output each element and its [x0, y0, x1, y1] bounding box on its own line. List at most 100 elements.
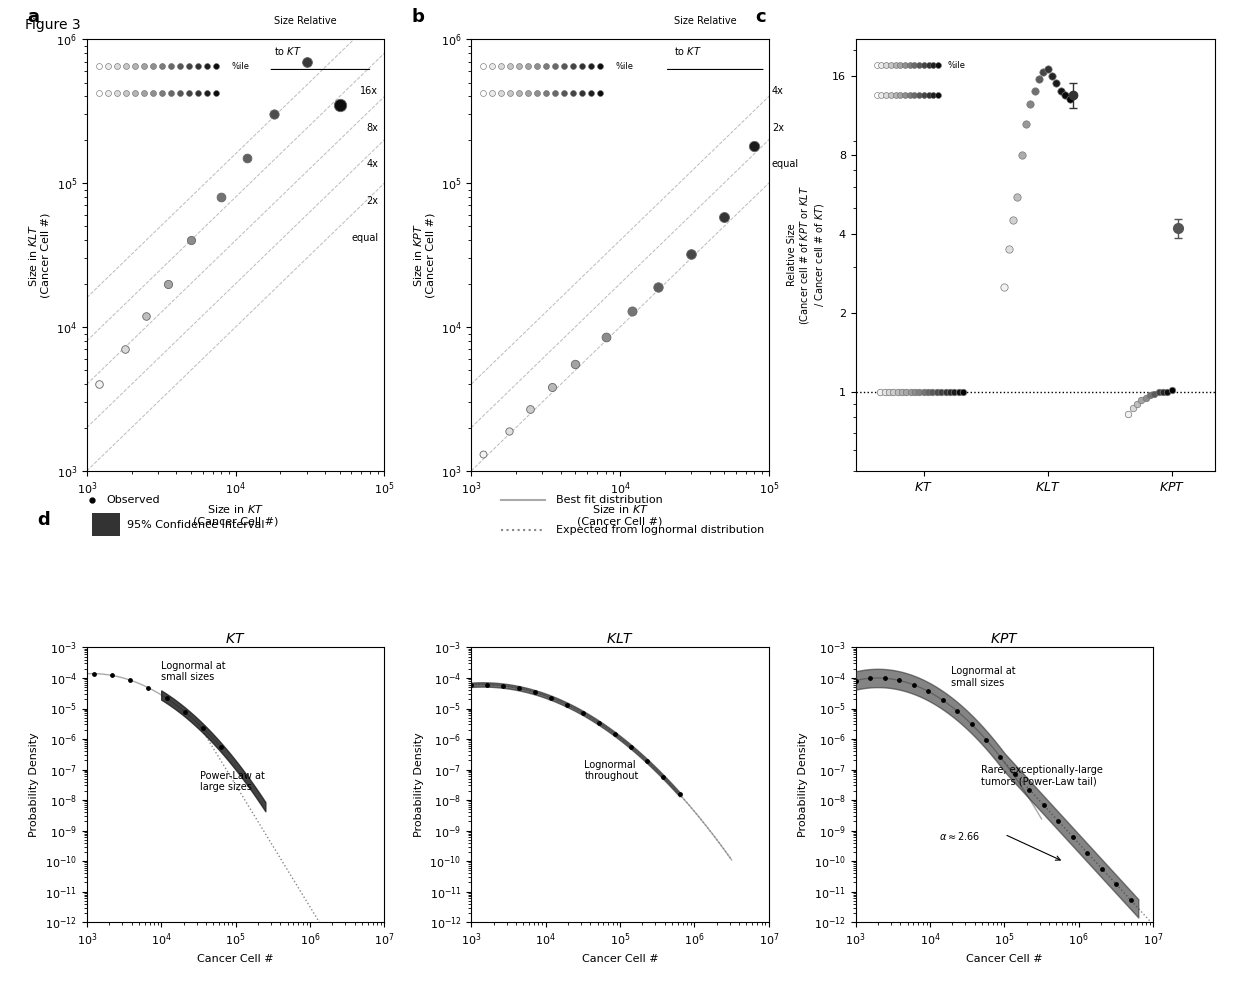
Point [120, 672, 140, 688]
Point [909, 58, 929, 74]
Text: Lognormal at
small sizes: Lognormal at small sizes [161, 661, 226, 683]
Point [1029, 72, 1049, 87]
Point [1034, 64, 1054, 79]
Point [940, 384, 960, 399]
Point [1042, 68, 1061, 83]
Point [554, 58, 574, 74]
Point [582, 58, 601, 74]
Point [1078, 845, 1097, 860]
Point [474, 85, 494, 101]
Point [1024, 83, 1044, 99]
Point [621, 740, 641, 755]
Point [563, 58, 583, 74]
Point [500, 58, 520, 74]
Point [883, 384, 903, 399]
Text: d: d [37, 511, 50, 529]
Point [905, 384, 925, 399]
Text: %ile: %ile [947, 61, 966, 70]
Text: Observed: Observed [107, 495, 160, 505]
Text: %ile: %ile [231, 62, 249, 71]
Point [206, 85, 226, 101]
Point [880, 87, 900, 103]
Point [890, 87, 910, 103]
Point [565, 356, 585, 372]
Point [914, 58, 934, 74]
Point [542, 380, 562, 395]
Point [590, 58, 610, 74]
Text: 4x: 4x [367, 160, 378, 170]
Point [846, 673, 866, 689]
Text: 95% Confidence Interval: 95% Confidence Interval [128, 520, 264, 530]
Point [510, 58, 529, 74]
X-axis label: Cancer Cell #: Cancer Cell # [582, 954, 658, 964]
Point [926, 384, 947, 399]
Point [84, 666, 104, 682]
Point [879, 384, 899, 399]
Point [188, 58, 208, 74]
Point [179, 58, 198, 74]
Text: 4x: 4x [771, 86, 784, 96]
Text: Size Relative: Size Relative [673, 17, 737, 26]
X-axis label: Cancer Cell #: Cancer Cell # [966, 954, 1043, 964]
Point [999, 241, 1019, 257]
Point [1050, 83, 1070, 99]
X-axis label: Size in $KT$
(Cancer Cell #): Size in $KT$ (Cancer Cell #) [193, 502, 278, 527]
Text: 2x: 2x [367, 196, 378, 206]
Point [945, 384, 965, 399]
Point [589, 715, 609, 731]
Point [932, 693, 952, 708]
Y-axis label: Probability Density: Probability Density [30, 733, 40, 837]
Point [134, 58, 154, 74]
Point [542, 690, 562, 705]
Point [157, 276, 177, 291]
Point [1140, 387, 1159, 403]
Point [681, 246, 701, 262]
Text: Lognormal at
small sizes: Lognormal at small sizes [951, 666, 1016, 688]
Point [98, 85, 118, 101]
Y-axis label: Relative Size
(Cancer cell # of $KPT$ or $KLT$
/ Cancer cell # of $KT$): Relative Size (Cancer cell # of $KPT$ or… [786, 185, 826, 325]
Point [179, 85, 198, 101]
Point [151, 58, 171, 74]
Text: 2x: 2x [771, 123, 784, 132]
Point [526, 685, 546, 700]
Point [1012, 147, 1032, 163]
Point [151, 85, 171, 101]
Point [900, 58, 920, 74]
Point [510, 85, 529, 101]
Point [885, 58, 905, 74]
Point [1092, 860, 1112, 876]
Point [714, 209, 734, 225]
Point [1003, 213, 1023, 229]
Point [107, 58, 126, 74]
Point [1021, 96, 1040, 112]
Point [546, 85, 565, 101]
Point [590, 85, 610, 101]
Text: 8x: 8x [367, 123, 378, 132]
Point [1127, 396, 1147, 412]
Point [1158, 384, 1178, 399]
Text: equal: equal [351, 232, 378, 242]
Point [1007, 189, 1027, 205]
Y-axis label: Probability Density: Probability Density [799, 733, 808, 837]
Point [518, 58, 538, 74]
Point [573, 85, 593, 101]
Point [994, 280, 1014, 295]
Point [197, 58, 217, 74]
Point [510, 681, 529, 697]
Point [949, 384, 968, 399]
Point [474, 58, 494, 74]
Point [918, 684, 937, 699]
Text: 16x: 16x [361, 86, 378, 96]
Point [1047, 76, 1066, 91]
Point [909, 384, 930, 399]
Point [238, 150, 258, 166]
Point [1059, 91, 1079, 107]
Point [1145, 387, 1164, 402]
Point [482, 85, 502, 101]
Point [296, 54, 316, 70]
Point [206, 58, 226, 74]
Point [892, 384, 911, 399]
Point [1148, 384, 1168, 399]
Point [143, 58, 162, 74]
Point [134, 85, 154, 101]
